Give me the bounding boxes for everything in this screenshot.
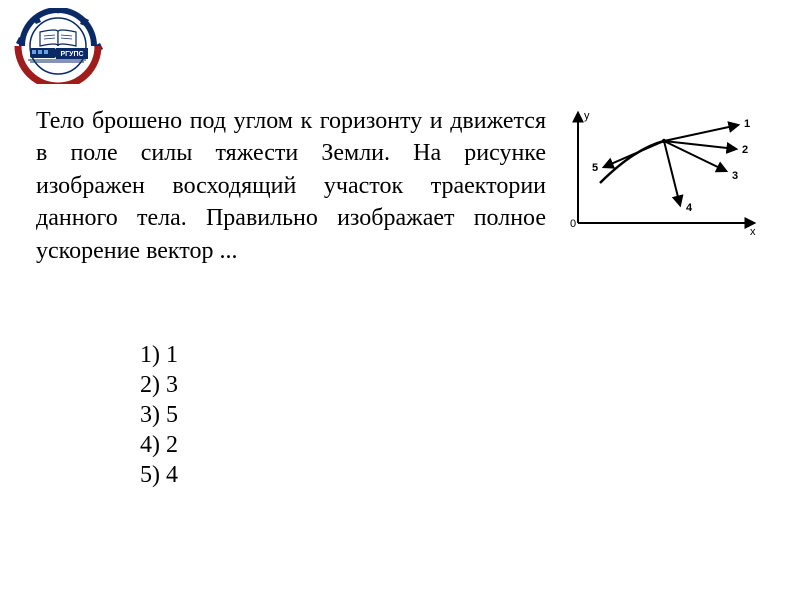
svg-text:y: y <box>584 110 590 122</box>
trajectory-diagram: 0 x y 1 2 3 4 5 <box>564 105 764 245</box>
answer-options: 1) 1 2) 3 3) 5 4) 2 5) 4 <box>140 340 178 490</box>
svg-text:x: x <box>750 226 756 238</box>
svg-text:2: 2 <box>742 144 748 156</box>
svg-text:4: 4 <box>686 202 693 214</box>
question-text: Тело брошено под углом к горизонту и дви… <box>36 105 546 267</box>
logo-text-top: РГУПС <box>60 51 83 58</box>
option-2: 2) 3 <box>140 370 178 400</box>
svg-text:0: 0 <box>570 218 576 230</box>
option-4: 4) 2 <box>140 430 178 460</box>
option-1: 1) 1 <box>140 340 178 370</box>
svg-text:5: 5 <box>592 162 598 174</box>
svg-text:1: 1 <box>744 118 750 130</box>
option-3: 3) 5 <box>140 400 178 430</box>
option-5: 5) 4 <box>140 460 178 490</box>
university-logo: РГУПС РОСТОВ-НА-ДОНУ <box>8 8 108 84</box>
svg-text:3: 3 <box>732 170 738 182</box>
